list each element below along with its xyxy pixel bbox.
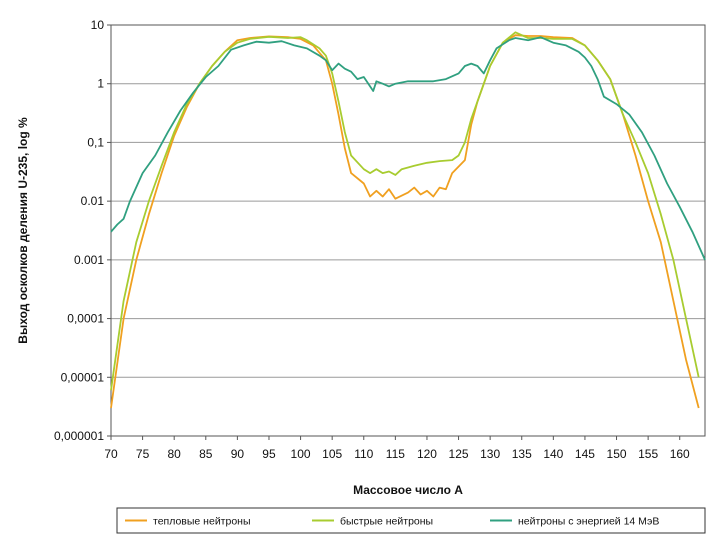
series-line [110,31,700,391]
x-axis-ticks: 70 75 80 85 90 95 100 105 110 115 120 125 130 135 140 1… [104,436,690,461]
x-tick-label: 100 [291,447,311,461]
x-tick-label: 160 [670,447,690,461]
legend-box [116,507,706,534]
x-tick-label: 80 [168,447,182,461]
x-tick-label: 145 [575,447,595,461]
y-axis-title: Выход осколков деления U-235, log % [16,117,30,344]
x-tick-label: 110 [354,447,373,461]
x-tick-label: 150 [607,447,627,461]
x-axis-title: Массовое число А [353,483,463,497]
x-tick-label: 70 [104,447,118,461]
y-tick-label: 0,0001 [67,312,104,326]
y-tick-label: 0.001 [74,253,104,267]
x-tick-label: 130 [480,447,500,461]
series-line [110,36,706,261]
x-tick-label: 85 [199,447,213,461]
y-tick-label: 0,000001 [54,429,104,443]
legend-label: нейтроны с энергией 14 МэВ [518,516,659,528]
legend-label: тепловые нейтроны [153,516,251,528]
y-tick-label: 1 [97,77,104,91]
series-line [110,34,700,409]
plot-area-frame [110,24,706,437]
x-tick-label: 125 [449,447,469,461]
y-axis-ticks: 10 1 0,1 0.01 0.001 0,0001 0,00001 0,000001 [54,18,111,443]
x-tick-label: 135 [512,447,532,461]
legend-label: быстрые нейтроны [340,516,433,528]
series-lines [110,31,706,409]
x-tick-label: 95 [262,447,276,461]
x-tick-label: 155 [638,447,658,461]
y-tick-label: 0.01 [81,194,105,208]
grid-lines [111,24,705,437]
x-tick-label: 140 [543,447,563,461]
y-tick-label: 0,1 [87,135,104,149]
x-tick-label: 115 [386,447,405,461]
x-tick-label: 120 [417,447,437,461]
x-tick-label: 105 [322,447,342,461]
y-tick-label: 0,00001 [61,370,105,384]
x-tick-label: 75 [136,447,150,461]
x-tick-label: 90 [231,447,245,461]
legend: тепловые нейтроны быстрые нейтроны нейтрон… [116,507,706,534]
y-tick-label: 10 [91,18,105,32]
